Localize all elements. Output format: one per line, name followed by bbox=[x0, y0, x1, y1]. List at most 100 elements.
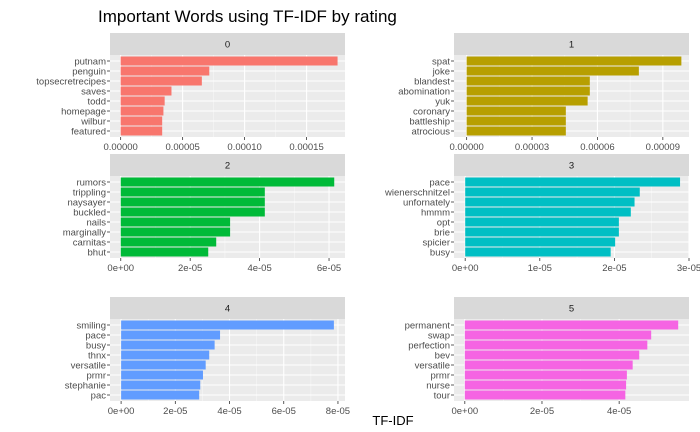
bar-buckled bbox=[120, 207, 265, 217]
bar-hmmm bbox=[465, 207, 631, 217]
bar-tour bbox=[464, 390, 626, 400]
facet-strip-label: 5 bbox=[569, 304, 574, 315]
category-label: carnitas bbox=[73, 237, 107, 248]
bar-spat bbox=[466, 56, 682, 66]
facet-strip bbox=[110, 33, 345, 55]
bar-unfornately bbox=[465, 197, 635, 207]
facet-strip-label: 2 bbox=[225, 161, 230, 172]
category-label: pace bbox=[85, 330, 106, 341]
facet-panel-4: 4 smilingpacebusythnxversatileprmrstephan… bbox=[65, 297, 350, 417]
category-label: joke bbox=[432, 66, 450, 77]
category-label: hmmm bbox=[421, 207, 450, 218]
category-label: perfection bbox=[408, 340, 450, 351]
category-label: wienerschnitzel bbox=[384, 187, 450, 198]
bar-prmr bbox=[464, 370, 627, 380]
category-label: penguin bbox=[72, 66, 106, 77]
x-tick-label: 0e+00 bbox=[107, 263, 134, 274]
category-label: permanent bbox=[405, 320, 451, 331]
bar-blandest bbox=[466, 76, 590, 86]
category-label: swap bbox=[428, 330, 450, 341]
chart-title: Important Words using TF-IDF by rating bbox=[98, 7, 397, 26]
category-label: stephanie bbox=[65, 380, 106, 391]
facet-strip-label: 4 bbox=[225, 304, 230, 315]
category-label: opt bbox=[437, 217, 451, 228]
bar-prmr bbox=[121, 370, 203, 380]
category-label: coronary bbox=[413, 106, 450, 117]
bar-permanent bbox=[464, 320, 679, 330]
category-label: pace bbox=[429, 177, 450, 188]
category-label: spicier bbox=[423, 237, 450, 248]
bar-stephanie bbox=[121, 380, 201, 390]
bar-battleship bbox=[466, 116, 566, 126]
bar-carnitas bbox=[120, 237, 217, 247]
bar-swap bbox=[464, 330, 652, 340]
category-label: battleship bbox=[409, 116, 450, 127]
bar-coronary bbox=[466, 106, 566, 116]
category-label: busy bbox=[86, 340, 106, 351]
facet-panels: 0putnampenguintopsecretrecipessavestoddh… bbox=[36, 33, 700, 417]
bar-naysayer bbox=[120, 197, 265, 207]
category-label: buckled bbox=[73, 207, 106, 218]
bar-versatile bbox=[464, 360, 633, 370]
facet-panel-2: 2 rumorstripplingnaysayerbucklednailsmarg… bbox=[63, 154, 345, 274]
facet-strip-label: 3 bbox=[569, 161, 574, 172]
bar-nurse bbox=[464, 380, 627, 390]
category-label: featured bbox=[71, 126, 106, 137]
x-tick-label: 0.00009 bbox=[646, 142, 680, 153]
category-label: yuk bbox=[435, 96, 450, 107]
x-tick-label: 0.00005 bbox=[165, 142, 199, 153]
bar-bev bbox=[464, 350, 640, 360]
x-tick-label: 2e-05 bbox=[602, 263, 626, 274]
bar-spicier bbox=[465, 237, 616, 247]
facet-panel-3: 3 pacewienerschnitzelunfornatelyhmmmoptbr… bbox=[384, 154, 700, 274]
bar-abomination bbox=[466, 86, 590, 96]
category-label: versatile bbox=[415, 360, 450, 371]
bar-brie bbox=[465, 227, 619, 237]
x-tick-label: 1e-05 bbox=[528, 263, 552, 274]
category-label: blandest bbox=[414, 76, 450, 87]
x-tick-label: 0e+00 bbox=[108, 406, 135, 417]
bar-joke bbox=[466, 66, 639, 76]
x-tick-label: 4e-05 bbox=[247, 263, 271, 274]
bar-pace bbox=[465, 177, 681, 187]
bar-thnx bbox=[121, 350, 210, 360]
category-label: bhut bbox=[88, 247, 107, 258]
category-label: prmr bbox=[430, 370, 450, 381]
x-tick-label: 2e-05 bbox=[163, 406, 187, 417]
category-label: marginally bbox=[63, 227, 107, 238]
category-label: bev bbox=[435, 350, 451, 361]
category-label: unfornately bbox=[403, 197, 450, 208]
category-label: wilbur bbox=[80, 116, 106, 127]
x-tick-label: 6e-05 bbox=[317, 263, 341, 274]
bar-wienerschnitzel bbox=[465, 187, 640, 197]
category-label: pac bbox=[91, 390, 107, 401]
bar-pac bbox=[121, 390, 200, 400]
category-label: versatile bbox=[71, 360, 106, 371]
bar-wilbur bbox=[120, 116, 163, 126]
category-label: smiling bbox=[76, 320, 106, 331]
category-label: trippling bbox=[73, 187, 106, 198]
bar-perfection bbox=[464, 340, 648, 350]
bar-todd bbox=[120, 96, 165, 106]
bar-putnam bbox=[120, 56, 338, 66]
category-label: todd bbox=[88, 96, 107, 107]
category-label: tour bbox=[434, 390, 450, 401]
category-label: brie bbox=[434, 227, 450, 238]
facet-strip bbox=[454, 297, 689, 319]
x-tick-label: 4e-05 bbox=[217, 406, 241, 417]
category-label: naysayer bbox=[67, 197, 106, 208]
x-tick-label: 0e+00 bbox=[451, 406, 478, 417]
category-label: nails bbox=[86, 217, 106, 228]
bar-opt bbox=[465, 217, 619, 227]
facet-strip bbox=[110, 297, 345, 319]
x-tick-label: 6e-05 bbox=[272, 406, 296, 417]
x-tick-label: 2e-05 bbox=[178, 263, 202, 274]
category-label: atrocious bbox=[411, 126, 450, 137]
category-label: busy bbox=[430, 247, 450, 258]
x-tick-label: 0.00010 bbox=[227, 142, 261, 153]
category-label: nurse bbox=[426, 380, 450, 391]
bar-bhut bbox=[120, 247, 209, 257]
category-label: prmr bbox=[86, 370, 106, 381]
x-tick-label: 0.00015 bbox=[289, 142, 323, 153]
